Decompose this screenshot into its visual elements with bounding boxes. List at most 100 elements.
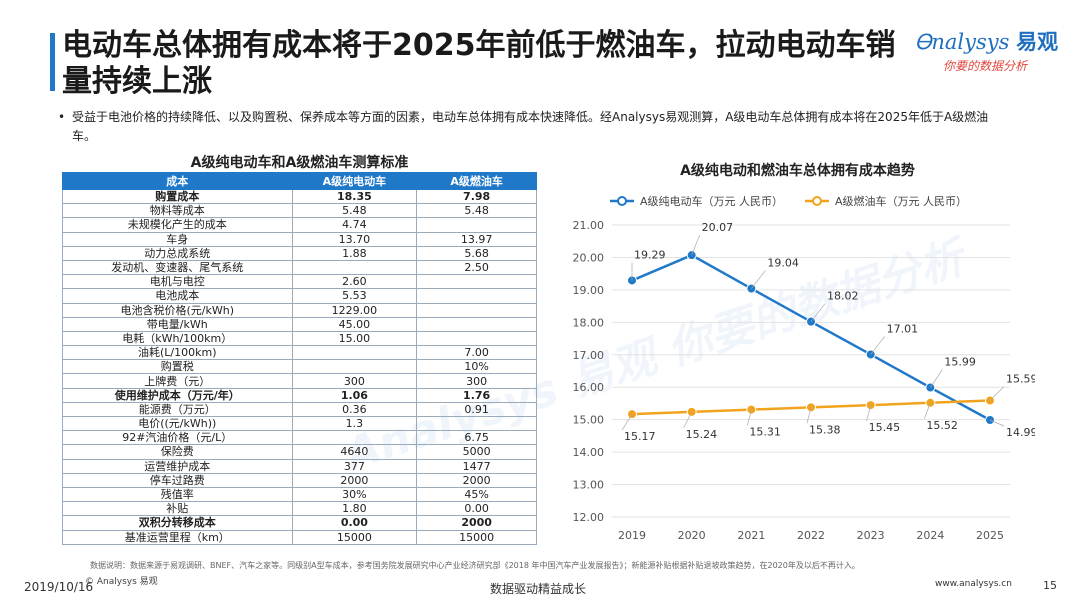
table-row: 停车过路费 2000 2000 (62, 472, 537, 488)
data-label: 15.59 (1006, 373, 1035, 386)
leader-line (866, 404, 872, 422)
leader-line (870, 336, 885, 355)
table-cell-label: 油耗(L/100km) (62, 345, 293, 361)
table-cell-ice: 7.00 (416, 345, 537, 361)
y-tick-label: 21.00 (573, 219, 605, 232)
footer-date: 2019/10/16 (24, 580, 94, 594)
table-row: 购置成本 18.35 7.98 (62, 188, 537, 205)
x-tick-label: 2022 (797, 529, 825, 542)
table-cell-ev: 30% (291, 486, 418, 503)
cost-table: 成本 A级纯电动车 A级燃油车 购置成本 18.35 7.98 物料等成本 5.48 5.… (62, 172, 537, 545)
table-cell-ev: 5.48 (291, 203, 418, 219)
table-cell-ev: 18.35 (291, 188, 418, 205)
table-cell-ev (291, 430, 418, 446)
table-cell-ice: 1.76 (416, 387, 537, 403)
table-cell-ev (291, 259, 418, 276)
y-tick-label: 18.00 (573, 316, 605, 329)
table-cell-ev: 377 (291, 458, 418, 474)
table-row: 92#汽油价格（元/L） 6.75 (62, 430, 537, 446)
table-cell-ice: 13.97 (416, 231, 537, 247)
table-row: 残值率 30% 45% (62, 486, 537, 503)
legend-label: A级纯电动车（万元 人民币） (640, 194, 783, 208)
table-cell-label: 车身 (62, 231, 293, 247)
bullet-marker: • (58, 110, 66, 124)
table-cell-label: 电池成本 (62, 288, 293, 304)
page-number: 15 (1043, 579, 1057, 592)
table-row: 电价((元/kWh)) 1.3 (62, 415, 537, 432)
table-row: 保险费 4640 5000 (62, 444, 537, 460)
y-tick-label: 19.00 (573, 284, 605, 297)
x-tick-label: 2020 (678, 529, 706, 542)
data-label: 15.38 (809, 423, 841, 436)
table-row: 油耗(L/100km) 7.00 (62, 345, 537, 361)
table-cell-label: 未规模化产生的成本 (62, 217, 293, 233)
table-cell-label: 基准运营里程（km） (62, 529, 293, 545)
table-cell-label: 使用维护成本（万元/年） (62, 387, 293, 403)
table-cell-label: 保险费 (62, 444, 293, 460)
leader-line (751, 270, 766, 289)
data-label: 18.02 (827, 290, 859, 303)
leader-line (930, 369, 943, 388)
table-cell-ev: 2000 (291, 472, 418, 488)
header-ev: A级纯电动车 (291, 172, 418, 190)
table-cell-ev: 0.00 (291, 515, 418, 531)
table-row: 补贴 1.80 0.00 (62, 501, 537, 517)
table-cell-ice (416, 415, 537, 432)
table-cell-label: 双积分转移成本 (62, 515, 293, 531)
table-cell-label: 92#汽油价格（元/L） (62, 430, 293, 446)
bullet-paragraph: • 受益于电池价格的持续降低、以及购置税、保养成本等方面的因素，电动车总体拥有成… (58, 108, 1003, 146)
data-point (985, 414, 995, 425)
leader-line (810, 303, 826, 322)
table-cell-ev: 13.70 (291, 231, 418, 247)
table-cell-label: 残值率 (62, 486, 293, 503)
table-cell-label: 停车过路费 (62, 472, 293, 488)
table-row: 电耗（kWh/100km） 15.00 (62, 330, 537, 347)
data-label: 14.99 (1006, 426, 1035, 439)
table-row: 电机与电控 2.60 (62, 274, 537, 290)
table-cell-ice: 0.00 (416, 501, 537, 517)
y-tick-label: 12.00 (573, 511, 605, 524)
table-row: 能源费（万元） 0.36 0.91 (62, 401, 537, 418)
x-tick-label: 2019 (618, 529, 646, 542)
data-point (865, 349, 876, 360)
table-cell-ice (416, 330, 537, 347)
table-cell-ev: 2.60 (291, 274, 418, 290)
table-cell-label: 购置成本 (62, 188, 293, 205)
tco-line-chart: 12.00 13.00 14.00 15.00 16.00 17.00 18.00 19.00… (573, 194, 1036, 542)
footer-logo: © Analysys 易观 (85, 577, 158, 587)
table-row: 未规模化产生的成本 4.74 (62, 217, 537, 233)
table-cell-ev: 45.00 (291, 316, 418, 332)
table-cell-ice: 5000 (416, 444, 537, 460)
y-tick-label: 16.00 (573, 381, 605, 394)
table-cell-ice: 6.75 (416, 430, 537, 446)
table-cell-ice: 45% (416, 486, 537, 503)
leader-line (621, 413, 633, 431)
page-title: 电动车总体拥有成本将于2025年前低于燃油车，拉动电动车销量持续上涨 (62, 28, 896, 99)
table-cell-label: 上牌费（元） (62, 373, 293, 389)
data-point (806, 402, 816, 413)
table-cell-ice: 15000 (416, 529, 537, 545)
y-tick-label: 20.00 (573, 251, 605, 264)
table-row: 上牌费（元） 300 300 (62, 373, 537, 389)
table-cell-label: 运营维护成本 (62, 458, 293, 474)
table-cell-ice: 300 (416, 373, 537, 389)
leader-line (691, 235, 700, 256)
logo-name: nalysys (931, 30, 1010, 54)
table-cell-ice (416, 316, 537, 332)
table-cell-label: 动力总成系统 (62, 245, 293, 261)
table-cell-ev: 1.06 (291, 387, 418, 403)
table-cell-label: 物料等成本 (62, 203, 293, 219)
table-cell-ice: 2.50 (416, 259, 537, 276)
bullet-text: 受益于电池价格的持续降低、以及购置税、保养成本等方面的因素，电动车总体拥有成本快… (72, 110, 989, 143)
table-row: 车身 13.70 13.97 (62, 231, 537, 247)
table-cell-ev: 300 (291, 373, 418, 389)
table-header-row: 成本 A级纯电动车 A级燃油车 (62, 172, 537, 190)
table-row: 物料等成本 5.48 5.48 (62, 203, 537, 219)
table-cell-ice: 5.48 (416, 203, 537, 219)
table-cell-label: 电池含税价格(元/kWh) (62, 302, 293, 318)
table-row: 购置税 10% (62, 359, 537, 375)
series-line-0 (631, 253, 991, 422)
table-cell-ev: 5.53 (291, 288, 418, 304)
leader-line (924, 402, 931, 419)
table-row: 电池成本 5.53 (62, 288, 537, 304)
